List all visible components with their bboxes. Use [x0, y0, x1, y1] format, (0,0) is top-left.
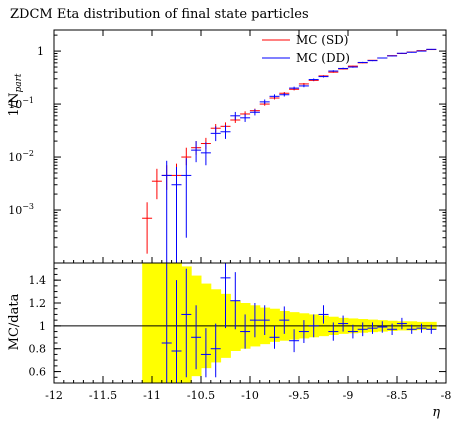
data-point — [210, 126, 221, 142]
x-tick-label: -10.5 — [187, 389, 215, 402]
data-point — [338, 67, 349, 70]
data-point — [240, 314, 251, 349]
top-panel-frame — [53, 29, 447, 264]
ratio-y-axis-label: MC/data — [7, 293, 22, 350]
data-point — [171, 280, 182, 383]
top-y-axis-label: 1/Npart — [7, 73, 24, 116]
data-point — [161, 263, 172, 383]
band-segment — [142, 263, 163, 383]
legend-label-sd: MC (SD) — [296, 33, 349, 47]
data-point — [230, 111, 241, 121]
data-point — [279, 306, 290, 334]
data-point — [269, 325, 280, 349]
data-point — [279, 92, 290, 97]
ratio-panel-plot-area — [54, 263, 446, 383]
legend-label-dd: MC (DD) — [296, 51, 350, 65]
y-tick-label: 1.2 — [29, 297, 47, 310]
data-point — [377, 321, 388, 333]
data-point — [406, 51, 417, 53]
data-point — [318, 305, 329, 324]
data-point — [181, 158, 192, 238]
data-point — [387, 323, 398, 335]
data-point — [387, 55, 398, 57]
legend: MC (SD) MC (DD) — [262, 33, 350, 65]
data-point — [338, 315, 349, 332]
x-tick-label: -11.5 — [89, 389, 117, 402]
x-tick-label: -9 — [343, 389, 354, 402]
data-point — [318, 75, 329, 78]
data-point — [347, 324, 358, 339]
data-point — [396, 317, 407, 330]
data-point — [259, 305, 270, 335]
x-tick-label: -12 — [45, 389, 63, 402]
data-point — [191, 141, 202, 163]
data-point — [396, 52, 407, 54]
data-point — [200, 142, 211, 166]
data-point — [240, 113, 251, 122]
data-point — [298, 84, 309, 88]
data-point — [347, 66, 358, 68]
data-point — [308, 78, 319, 81]
top-y-axis-label-sub: part — [14, 73, 24, 92]
data-point — [406, 324, 417, 334]
y-tick-label: 1 — [37, 45, 44, 58]
x-tick-label: -10 — [241, 389, 259, 402]
data-point — [426, 48, 437, 50]
data-point — [328, 70, 339, 72]
data-point — [161, 160, 172, 263]
data-point — [249, 303, 260, 338]
data-point — [289, 329, 300, 353]
chart-title: ZDCM Eta distribution of final state par… — [10, 7, 309, 22]
data-point — [357, 61, 368, 64]
y-tick-label: 10−1 — [8, 96, 34, 111]
data-point — [259, 99, 270, 105]
top-panel-plot-area — [142, 48, 437, 263]
y-tick-label: 0.8 — [29, 343, 47, 356]
data-point — [416, 50, 427, 52]
y-tick-label: 0.6 — [29, 366, 47, 379]
x-axis-label: η — [432, 405, 440, 420]
y-tick-label: 1 — [39, 320, 46, 333]
data-point — [181, 268, 192, 378]
data-point — [308, 314, 319, 338]
y-tick-label: 10−2 — [8, 149, 34, 164]
data-point — [220, 263, 231, 329]
x-tick-label: -9.5 — [288, 389, 309, 402]
series-mc-dd- — [161, 263, 437, 383]
x-tick-label: -11 — [143, 389, 161, 402]
data-point — [328, 322, 339, 341]
data-point — [426, 324, 437, 334]
data-point — [367, 322, 378, 334]
data-point — [298, 82, 309, 85]
axes: -12 -11.5 -11 -10.5 -10 -9.5 -9 -8.5 -8 10−3 10−2 1… — [8, 30, 451, 402]
data-point — [200, 328, 211, 378]
data-point — [210, 323, 221, 378]
data-point — [142, 202, 153, 254]
data-point — [367, 60, 378, 62]
x-tick-label: -8 — [441, 389, 452, 402]
data-point — [357, 322, 368, 337]
data-point — [171, 166, 182, 263]
data-point — [249, 109, 260, 116]
data-point — [269, 94, 280, 99]
data-point — [230, 272, 241, 330]
y-tick-label: 10−3 — [8, 202, 34, 217]
data-point — [220, 125, 231, 139]
series-mc-dd- — [161, 48, 437, 263]
data-point — [289, 86, 300, 90]
top-y-axis-label-main: 1/N — [7, 93, 22, 117]
y-tick-label: 1.4 — [29, 274, 47, 287]
data-point — [151, 168, 162, 200]
data-point — [377, 57, 388, 59]
data-point — [298, 320, 309, 343]
band-segment — [269, 308, 280, 342]
data-point — [416, 323, 427, 333]
x-tick-label: -8.5 — [386, 389, 407, 402]
data-point — [191, 305, 202, 370]
